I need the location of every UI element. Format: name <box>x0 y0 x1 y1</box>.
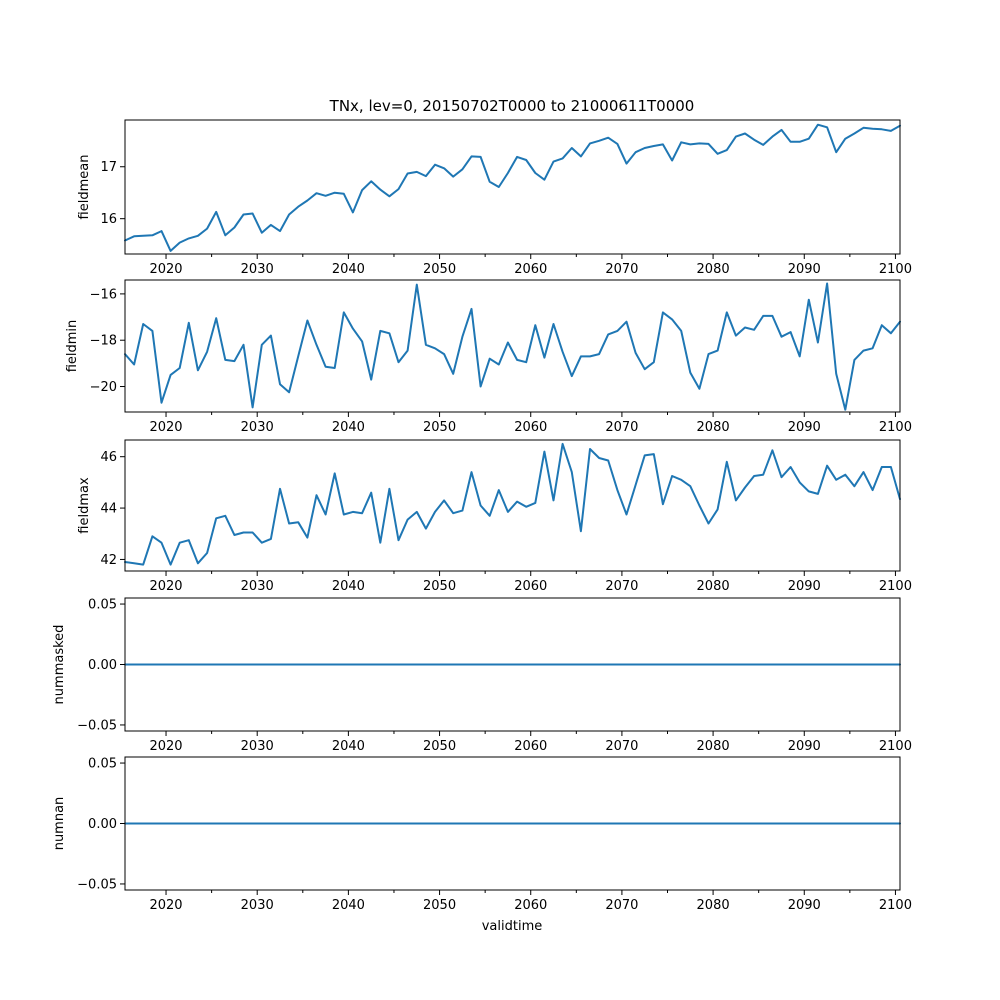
x-tick-label: 2080 <box>697 739 730 754</box>
x-tick-label: 2020 <box>149 739 182 754</box>
y-tick-label: 46 <box>100 450 117 465</box>
x-tick-label: 2040 <box>332 898 365 913</box>
x-tick-label: 2090 <box>788 420 821 435</box>
x-tick-label: 2020 <box>149 262 182 277</box>
y-tick-label: 17 <box>100 160 117 175</box>
x-tick-label: 2050 <box>423 898 456 913</box>
x-tick-label: 2060 <box>514 579 547 594</box>
x-tick-label: 2040 <box>332 579 365 594</box>
x-tick-label: 2070 <box>605 739 638 754</box>
fieldmean-series-line <box>124 123 901 252</box>
x-tick-label: 2100 <box>879 420 912 435</box>
x-tick-label: 2060 <box>514 898 547 913</box>
fieldmax-axes-frame <box>124 439 901 572</box>
x-tick-label: 2060 <box>514 262 547 277</box>
x-tick-label: 2100 <box>879 262 912 277</box>
x-tick-label: 2050 <box>423 579 456 594</box>
x-tick-label: 2060 <box>514 420 547 435</box>
subplot-fieldmean: 2020 2030 2040 2050 2060 2070 2080 2090 2100 16 17… <box>77 119 912 277</box>
x-tick-label: 2050 <box>423 262 456 277</box>
y-tick-label: 16 <box>100 212 117 227</box>
x-tick-label: 2040 <box>332 420 365 435</box>
subplot-fieldmax: 2020 2030 2040 2050 2060 2070 2080 2090 2100 42 44… <box>77 439 912 594</box>
x-tick-label: 2050 <box>423 420 456 435</box>
x-tick-label: 2030 <box>241 420 274 435</box>
subplot-numnan: 2020 2030 2040 2050 2060 2070 2080 2090 2100 −0.0… <box>52 756 912 913</box>
x-tick-label: 2040 <box>332 262 365 277</box>
figure-title: TNx, lev=0, 20150702T0000 to 21000611T00… <box>329 97 695 115</box>
y-tick-label: 44 <box>100 502 117 517</box>
x-tick-label: 2030 <box>241 579 274 594</box>
x-tick-label: 2020 <box>149 420 182 435</box>
x-tick-label: 2100 <box>879 898 912 913</box>
x-tick-label: 2080 <box>697 898 730 913</box>
x-tick-label: 2070 <box>605 420 638 435</box>
y-tick-label: 42 <box>100 553 117 568</box>
fieldmean-axes-frame <box>124 119 901 255</box>
x-tick-label: 2100 <box>879 739 912 754</box>
x-tick-label: 2070 <box>605 579 638 594</box>
x-tick-label: 2090 <box>788 579 821 594</box>
x-tick-label: 2020 <box>149 579 182 594</box>
x-tick-label: 2090 <box>788 898 821 913</box>
y-axis-label: fieldmin <box>65 320 80 373</box>
x-tick-label: 2080 <box>697 579 730 594</box>
x-tick-label: 2080 <box>697 262 730 277</box>
y-tick-label: −20 <box>90 380 117 395</box>
x-tick-label: 2090 <box>788 739 821 754</box>
x-tick-label: 2060 <box>514 739 547 754</box>
x-tick-label: 2090 <box>788 262 821 277</box>
fieldmax-series-line <box>124 442 901 566</box>
x-tick-label: 2100 <box>879 579 912 594</box>
y-tick-label: −18 <box>90 334 117 349</box>
x-tick-label: 2030 <box>241 739 274 754</box>
y-axis-label: nummasked <box>52 625 67 705</box>
y-tick-label: −16 <box>90 287 117 302</box>
subplot-nummasked: 2020 2030 2040 2050 2060 2070 2080 2090 2100 −0.0… <box>52 597 912 754</box>
y-tick-label: 0.05 <box>88 757 117 772</box>
y-axis-label: fieldmax <box>77 477 92 534</box>
x-tick-label: 2050 <box>423 739 456 754</box>
y-axis-label: fieldmean <box>77 155 92 220</box>
x-tick-label: 2030 <box>241 262 274 277</box>
fieldmin-axes-frame <box>124 279 901 413</box>
y-tick-label: 0.00 <box>88 817 117 832</box>
y-axis-label: numnan <box>52 797 67 851</box>
x-tick-label: 2070 <box>605 898 638 913</box>
fieldmin-series-line <box>124 282 901 411</box>
x-tick-label: 2020 <box>149 898 182 913</box>
y-tick-label: −0.05 <box>77 718 117 733</box>
x-tick-label: 2030 <box>241 898 274 913</box>
y-tick-label: 0.05 <box>88 598 117 613</box>
x-tick-label: 2070 <box>605 262 638 277</box>
y-tick-label: −0.05 <box>77 877 117 892</box>
subplots: 2020 2030 2040 2050 2060 2070 2080 2090 2100 16 17… <box>52 119 912 913</box>
subplot-fieldmin: 2020 2030 2040 2050 2060 2070 2080 2090 2100 −20 −… <box>65 279 912 435</box>
x-tick-label: 2040 <box>332 739 365 754</box>
y-tick-label: 0.00 <box>88 658 117 673</box>
x-axis-label: validtime <box>482 919 543 934</box>
x-tick-label: 2080 <box>697 420 730 435</box>
